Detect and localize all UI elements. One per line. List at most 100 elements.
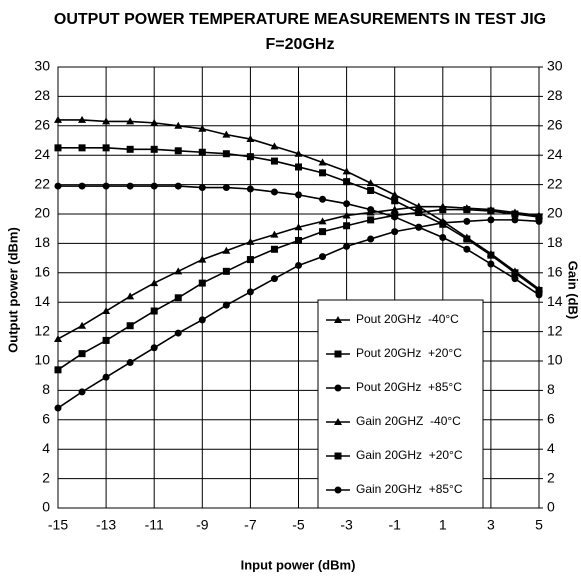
marker (126, 145, 134, 153)
marker (294, 149, 303, 157)
marker (270, 275, 278, 283)
marker (102, 182, 110, 190)
marker (390, 190, 399, 198)
marker (391, 228, 399, 236)
marker (246, 288, 254, 296)
marker (319, 195, 327, 203)
chart-title: OUTPUT POWER TEMPERATURE MEASUREMENTS IN… (54, 11, 546, 28)
legend-label: Gain 20GHZ -40°C (356, 414, 461, 428)
y-tick-label: 12 (34, 322, 50, 338)
marker (102, 373, 110, 381)
marker (334, 418, 342, 425)
legend-label: Pout 20GHz +20°C (356, 346, 462, 360)
marker (222, 150, 230, 158)
marker (487, 207, 495, 215)
x-tick-label: -13 (96, 517, 116, 533)
y2-tick-label: 8 (547, 381, 555, 397)
marker (198, 316, 206, 324)
marker (511, 216, 519, 224)
marker (102, 307, 111, 315)
y-tick-label: 22 (34, 175, 50, 191)
marker (367, 235, 375, 243)
marker (54, 182, 62, 190)
marker (295, 191, 302, 199)
marker (78, 388, 86, 396)
marker (487, 260, 495, 268)
marker (390, 205, 399, 213)
y-tick-label: 2 (42, 469, 50, 485)
y2-tick-label: 12 (547, 322, 563, 338)
marker (222, 267, 230, 275)
marker (246, 135, 255, 143)
marker (391, 197, 399, 205)
x-tick-label: -7 (244, 517, 257, 533)
marker (319, 228, 327, 236)
marker (246, 153, 254, 161)
y2-tick-label: 16 (547, 264, 563, 280)
x-tick-label: -1 (388, 517, 401, 533)
marker (78, 115, 87, 123)
marker (102, 336, 110, 344)
marker (222, 246, 231, 254)
marker (511, 210, 519, 218)
marker (463, 206, 471, 214)
marker (126, 322, 134, 330)
legend: Pout 20GHz -40°C Pout 20GHz +20°C Pout 20G… (317, 299, 484, 509)
marker (222, 301, 230, 309)
marker (78, 144, 86, 152)
y-axis-label: Output power (dBm) (5, 227, 20, 353)
marker (270, 157, 278, 165)
marker (126, 292, 135, 300)
y-tick-label: 8 (42, 381, 50, 397)
marker (343, 242, 351, 250)
y2-axis-label: Gain (dB) (566, 261, 581, 320)
y2-tick-label: 28 (547, 87, 563, 103)
marker (511, 275, 519, 283)
y2-tick-label: 26 (547, 117, 563, 133)
marker (334, 486, 342, 494)
x-axis-label: Input power (dBm) (241, 557, 356, 572)
marker (150, 182, 158, 190)
y-tick-label: 16 (34, 264, 50, 280)
marker (334, 384, 342, 392)
marker (334, 316, 342, 323)
marker (343, 222, 351, 230)
x-tick-label: -15 (48, 517, 68, 533)
y2-tick-label: 18 (547, 234, 563, 250)
chart-subtitle: F=20GHz (266, 36, 335, 53)
y2-tick-label: 10 (547, 352, 563, 368)
marker (102, 144, 110, 152)
marker (334, 350, 342, 358)
marker (334, 452, 342, 460)
marker (535, 291, 543, 299)
marker (511, 269, 519, 277)
y2-tick-label: 0 (547, 499, 555, 515)
marker (198, 124, 207, 132)
marker (270, 230, 279, 238)
y2-tick-label: 6 (547, 411, 555, 427)
marker (198, 255, 207, 263)
marker (535, 213, 543, 221)
marker (246, 256, 254, 264)
y-tick-label: 30 (34, 58, 50, 74)
marker (198, 184, 206, 192)
marker (366, 179, 375, 187)
marker (222, 130, 231, 138)
marker (367, 216, 375, 224)
y2-tick-label: 14 (547, 293, 563, 309)
marker (415, 209, 423, 217)
x-tick-label: -11 (145, 517, 164, 533)
marker (78, 350, 86, 358)
marker (414, 202, 423, 210)
marker (174, 329, 182, 337)
marker (150, 344, 158, 352)
y2-tick-label: 20 (547, 205, 563, 221)
y-tick-label: 18 (34, 234, 50, 250)
marker (318, 217, 327, 225)
marker (294, 223, 303, 231)
marker (150, 118, 159, 126)
marker (367, 186, 375, 194)
y2-tick-label: 30 (547, 58, 563, 74)
marker (415, 223, 423, 231)
marker (295, 261, 302, 269)
